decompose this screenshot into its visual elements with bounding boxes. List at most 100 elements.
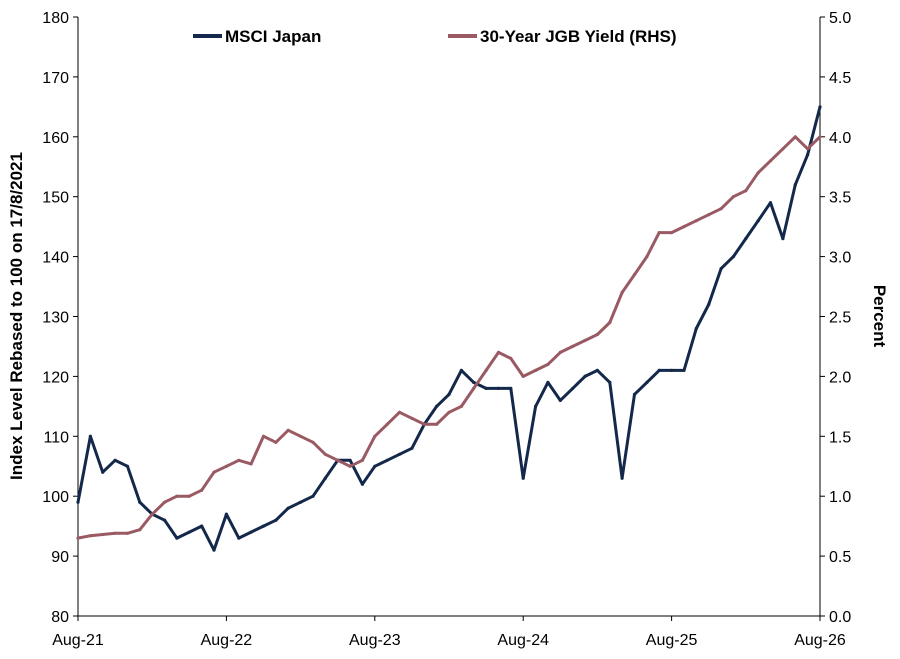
x-tick-label: Aug-25 bbox=[646, 632, 698, 649]
data-point-jgb-yield bbox=[620, 290, 624, 295]
data-point-jgb-yield bbox=[781, 147, 785, 151]
data-point-msci-japan bbox=[348, 458, 352, 462]
data-point-jgb-yield bbox=[410, 416, 414, 420]
data-point-msci-japan bbox=[583, 374, 587, 378]
data-point-jgb-yield bbox=[373, 434, 377, 438]
data-point-jgb-yield bbox=[818, 135, 822, 139]
data-point-jgb-yield bbox=[806, 147, 810, 151]
data-point-jgb-yield bbox=[163, 500, 167, 504]
data-point-msci-japan bbox=[534, 404, 538, 408]
y-tick-label: 130 bbox=[42, 310, 69, 327]
data-point-msci-japan bbox=[163, 518, 167, 522]
data-point-jgb-yield bbox=[534, 368, 538, 372]
data-point-msci-japan bbox=[496, 386, 501, 390]
y2-tick-label: 2.0 bbox=[829, 369, 851, 386]
y2-tick-label: 3.5 bbox=[829, 190, 851, 207]
data-point-jgb-yield bbox=[150, 512, 154, 516]
data-point-msci-japan bbox=[632, 392, 637, 396]
data-point-msci-japan bbox=[447, 392, 451, 396]
data-point-jgb-yield bbox=[422, 422, 426, 426]
data-point-msci-japan bbox=[410, 446, 414, 450]
y2-tick-label: 3.0 bbox=[829, 250, 851, 267]
y-tick-label: 120 bbox=[42, 369, 69, 386]
data-point-msci-japan bbox=[571, 386, 575, 390]
y2-tick-label: 4.5 bbox=[829, 70, 851, 87]
data-point-jgb-yield bbox=[670, 231, 674, 235]
data-point-msci-japan bbox=[818, 105, 822, 109]
y2-tick-label: 4.0 bbox=[829, 130, 851, 147]
data-point-jgb-yield bbox=[459, 404, 463, 408]
data-point-jgb-yield bbox=[397, 410, 402, 414]
data-point-jgb-yield bbox=[484, 368, 488, 372]
y-tick-label: 100 bbox=[42, 489, 69, 506]
data-point-jgb-yield bbox=[274, 440, 278, 444]
y-tick-label: 90 bbox=[51, 549, 69, 566]
data-point-jgb-yield bbox=[200, 488, 204, 492]
y-axis-title: Index Level Rebased to 100 on 17/8/2021 bbox=[7, 152, 26, 480]
data-point-msci-japan bbox=[459, 368, 463, 372]
y-tick-label: 80 bbox=[51, 609, 69, 626]
data-point-jgb-yield bbox=[113, 531, 117, 535]
data-point-jgb-yield bbox=[558, 350, 562, 354]
x-tick-label: Aug-21 bbox=[52, 632, 104, 649]
data-point-msci-japan bbox=[781, 237, 785, 241]
data-point-msci-japan bbox=[286, 506, 290, 510]
data-point-jgb-yield bbox=[311, 440, 315, 444]
data-point-msci-japan bbox=[435, 404, 439, 408]
data-point-jgb-yield bbox=[657, 231, 661, 235]
data-point-msci-japan bbox=[261, 524, 266, 528]
data-point-msci-japan bbox=[360, 482, 364, 486]
data-point-msci-japan bbox=[756, 219, 760, 223]
data-point-msci-japan bbox=[200, 524, 204, 528]
data-point-jgb-yield bbox=[509, 356, 513, 360]
series-points-msci-japan bbox=[76, 105, 822, 552]
y2-axis-title: Percent bbox=[870, 285, 889, 348]
data-point-jgb-yield bbox=[694, 219, 698, 223]
series-line-msci-japan bbox=[76, 105, 822, 552]
x-tick-label: Aug-24 bbox=[497, 632, 549, 649]
data-point-jgb-yield bbox=[645, 255, 649, 259]
data-point-jgb-yield bbox=[719, 207, 723, 211]
data-point-msci-japan bbox=[744, 237, 748, 241]
data-point-msci-japan bbox=[472, 380, 476, 384]
data-point-jgb-yield bbox=[187, 494, 191, 498]
y2-tick-label: 1.0 bbox=[829, 489, 851, 506]
data-point-jgb-yield bbox=[731, 195, 736, 199]
data-point-jgb-yield bbox=[707, 213, 711, 217]
data-point-msci-japan bbox=[546, 380, 550, 384]
data-point-jgb-yield bbox=[595, 332, 600, 337]
data-point-jgb-yield bbox=[546, 362, 550, 366]
data-point-jgb-yield bbox=[224, 464, 228, 468]
data-point-jgb-yield bbox=[299, 434, 303, 438]
legend-label-jgb-yield: 30-Year JGB Yield (RHS) bbox=[480, 27, 677, 46]
x-tick-label: Aug-23 bbox=[349, 632, 401, 649]
data-point-jgb-yield bbox=[583, 338, 587, 343]
legend: MSCI Japan 30-Year JGB Yield (RHS) bbox=[193, 27, 677, 46]
y-tick-label: 170 bbox=[42, 70, 69, 87]
data-point-msci-japan bbox=[187, 530, 191, 534]
data-point-jgb-yield bbox=[608, 320, 612, 325]
data-point-jgb-yield bbox=[360, 458, 364, 462]
data-point-jgb-yield bbox=[435, 422, 439, 426]
x-tick-label: Aug-22 bbox=[201, 632, 253, 649]
data-point-msci-japan bbox=[323, 476, 327, 480]
data-point-jgb-yield bbox=[101, 532, 105, 537]
data-point-msci-japan bbox=[299, 500, 303, 504]
data-point-jgb-yield bbox=[571, 344, 575, 348]
data-point-msci-japan bbox=[509, 386, 513, 390]
data-point-jgb-yield bbox=[793, 135, 797, 139]
data-point-jgb-yield bbox=[744, 189, 748, 193]
y-tick-label: 150 bbox=[42, 190, 69, 207]
data-point-msci-japan bbox=[101, 470, 105, 474]
y2-tick-label: 0.5 bbox=[829, 549, 851, 566]
y-tick-label: 140 bbox=[42, 250, 69, 267]
data-point-msci-japan bbox=[237, 536, 241, 540]
series-line-jgb-yield bbox=[76, 135, 822, 540]
axes bbox=[77, 17, 821, 617]
data-point-jgb-yield bbox=[125, 531, 130, 535]
data-point-msci-japan bbox=[484, 386, 488, 390]
data-point-msci-japan bbox=[138, 500, 142, 504]
x-tick-label: Aug-26 bbox=[794, 632, 846, 649]
data-point-jgb-yield bbox=[768, 159, 773, 163]
